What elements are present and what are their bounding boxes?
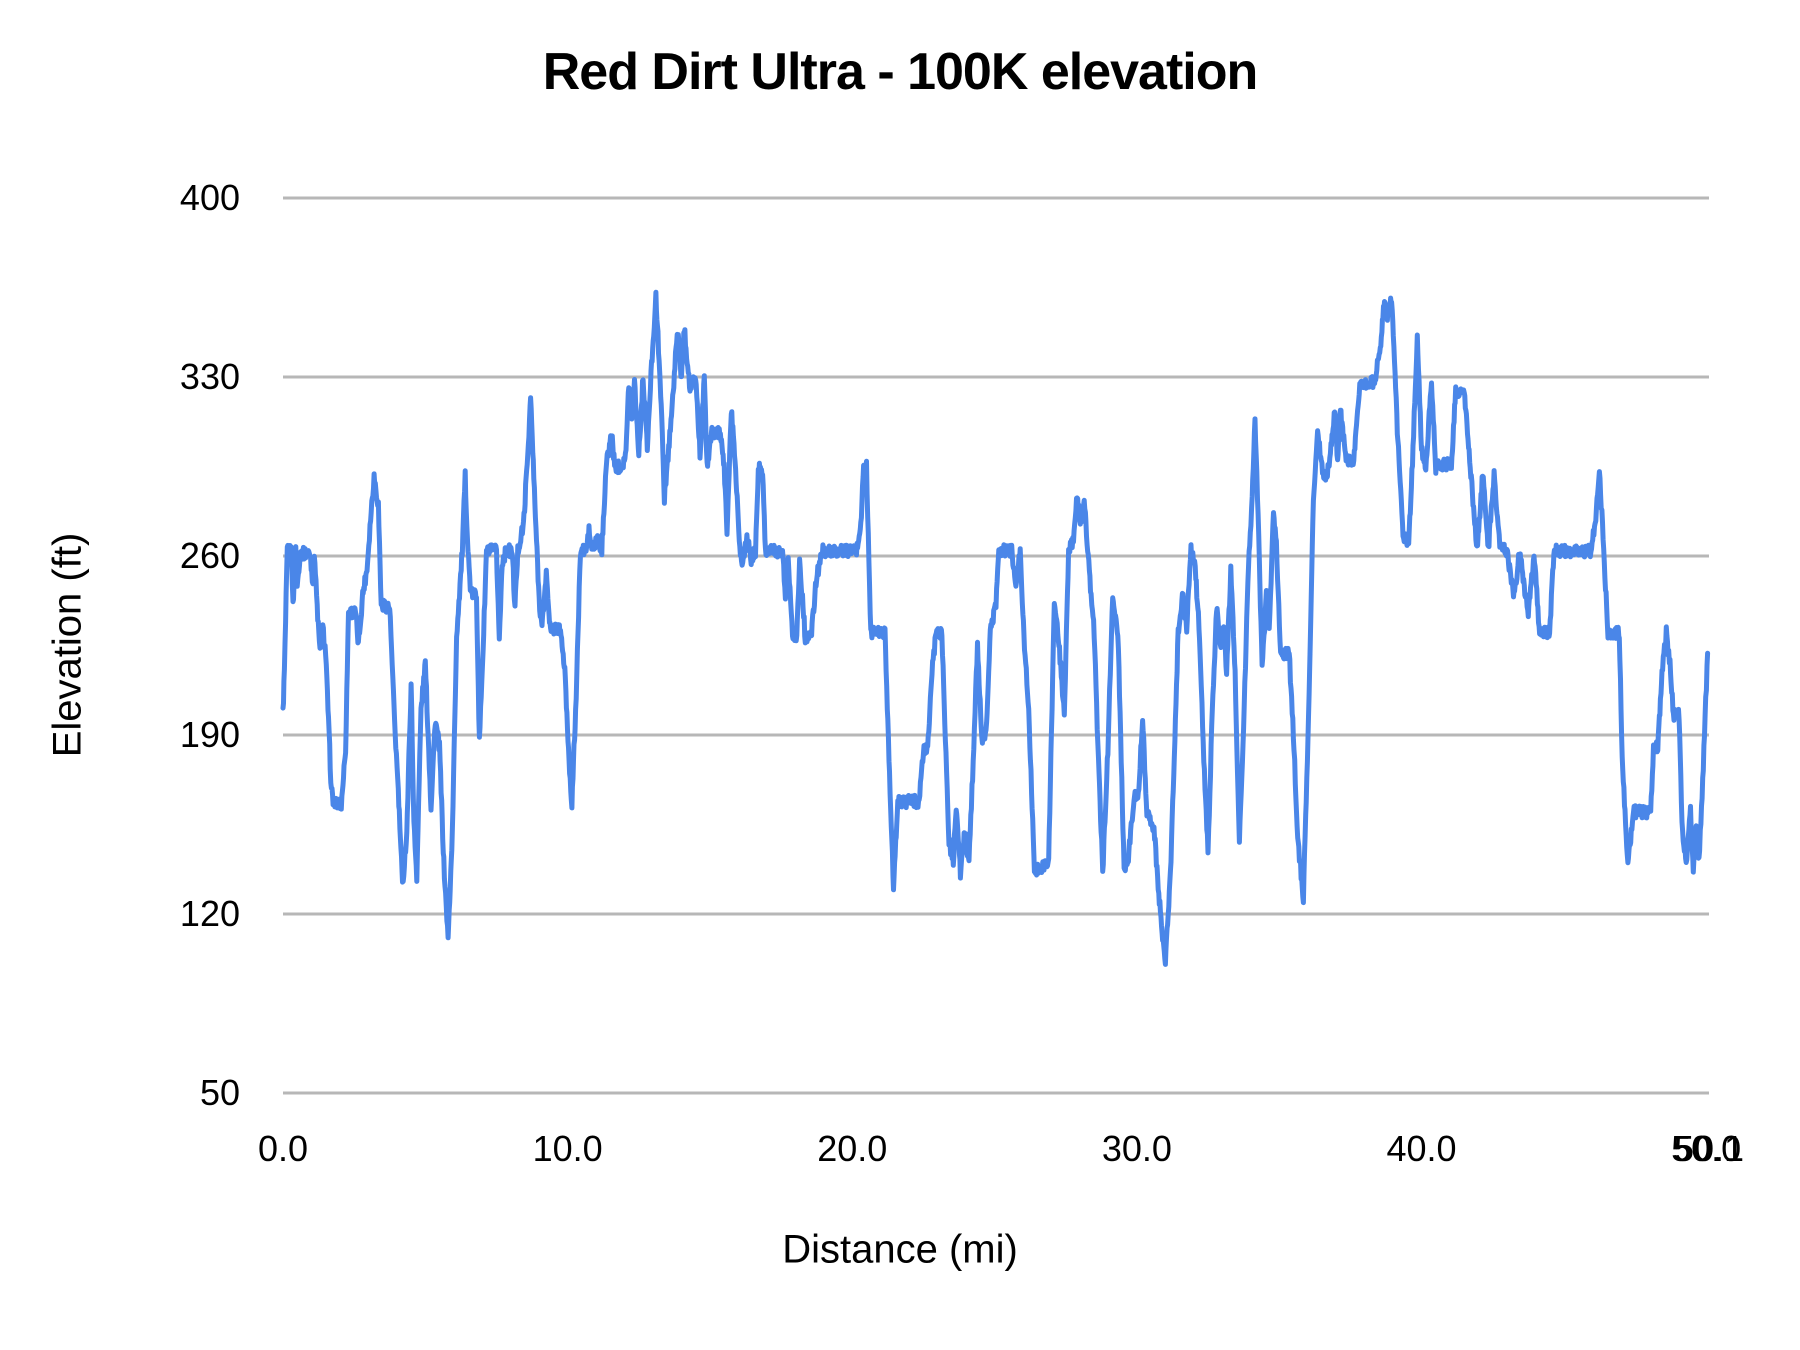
y-tick-label-400: 400 — [179, 177, 240, 218]
y-tick-label-260: 260 — [179, 535, 240, 576]
x-tick-label-30.0: 30.0 — [1101, 1128, 1172, 1169]
elevation-profile-line[interactable] — [280, 289, 1711, 967]
x-tick-label-40.0: 40.0 — [1386, 1128, 1457, 1169]
x-tick-label-10.0: 10.0 — [532, 1128, 603, 1169]
y-tick-label-120: 120 — [179, 893, 240, 934]
x-tick-label-50.0: 50.0 — [1671, 1128, 1742, 1169]
y-axis-title: Elevation (ft) — [45, 532, 90, 758]
x-axis-title: Distance (mi) — [782, 1227, 1018, 1272]
y-tick-label-330: 330 — [179, 356, 240, 397]
chart-title: Red Dirt Ultra - 100K elevation — [542, 43, 1259, 101]
gridlines — [283, 196, 1709, 1095]
x-tick-label-50.1: 50.1 — [1673, 1128, 1745, 1169]
x-tick-label-20.0: 20.0 — [817, 1128, 888, 1169]
y-tick-label-50: 50 — [199, 1072, 240, 1113]
y-tick-label-190: 190 — [179, 714, 240, 755]
elevation-line-series — [280, 289, 1711, 967]
x-tick-label-0.0: 0.0 — [257, 1128, 309, 1169]
